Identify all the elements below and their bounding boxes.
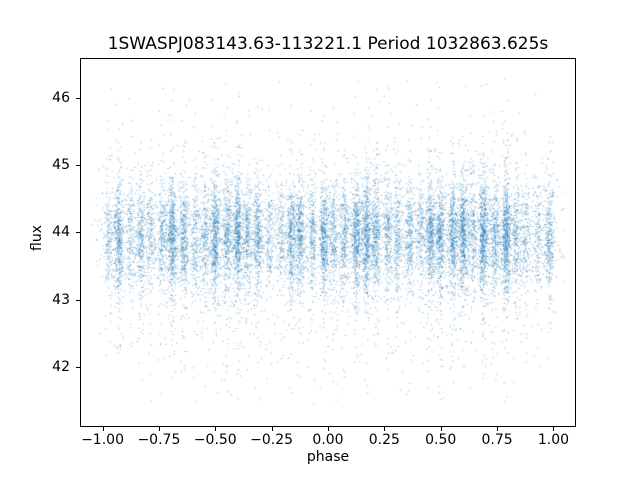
y-tick-mark (76, 299, 80, 301)
x-tick-label: 0.75 (481, 432, 513, 448)
y-tick-label: 46 (52, 90, 70, 107)
y-tick-label: 43 (52, 291, 70, 308)
x-tick-mark (497, 427, 499, 431)
x-axis-label: phase (306, 449, 350, 465)
y-tick-mark (76, 165, 80, 167)
x-tick-mark (271, 427, 273, 431)
chart-title: 1SWASPJ083143.63-113221.1 Period 1032863… (107, 34, 549, 54)
y-tick-label: 45 (52, 157, 70, 174)
x-tick-label: 0.00 (312, 432, 344, 448)
scatter-plot-canvas (80, 58, 576, 427)
x-tick-label: 0.50 (425, 432, 457, 448)
y-axis-label: flux (28, 225, 45, 251)
x-tick-mark (440, 427, 442, 431)
x-tick-label: −0.25 (250, 432, 294, 448)
x-tick-label: −1.00 (81, 432, 124, 448)
x-tick-label: 1.00 (537, 432, 570, 448)
x-tick-label: −0.75 (137, 432, 181, 448)
x-tick-label: −0.50 (193, 432, 237, 448)
x-tick-label: 0.25 (368, 432, 400, 448)
y-tick-label: 42 (52, 358, 70, 375)
x-tick-mark (158, 427, 160, 431)
y-tick-mark (76, 232, 80, 234)
x-tick-mark (384, 427, 386, 431)
y-tick-label: 44 (52, 224, 70, 241)
y-tick-mark (76, 98, 80, 100)
x-tick-mark (102, 427, 104, 431)
x-tick-mark (553, 427, 555, 431)
y-tick-mark (76, 366, 80, 368)
x-tick-mark (215, 427, 217, 431)
x-tick-mark (328, 427, 329, 431)
